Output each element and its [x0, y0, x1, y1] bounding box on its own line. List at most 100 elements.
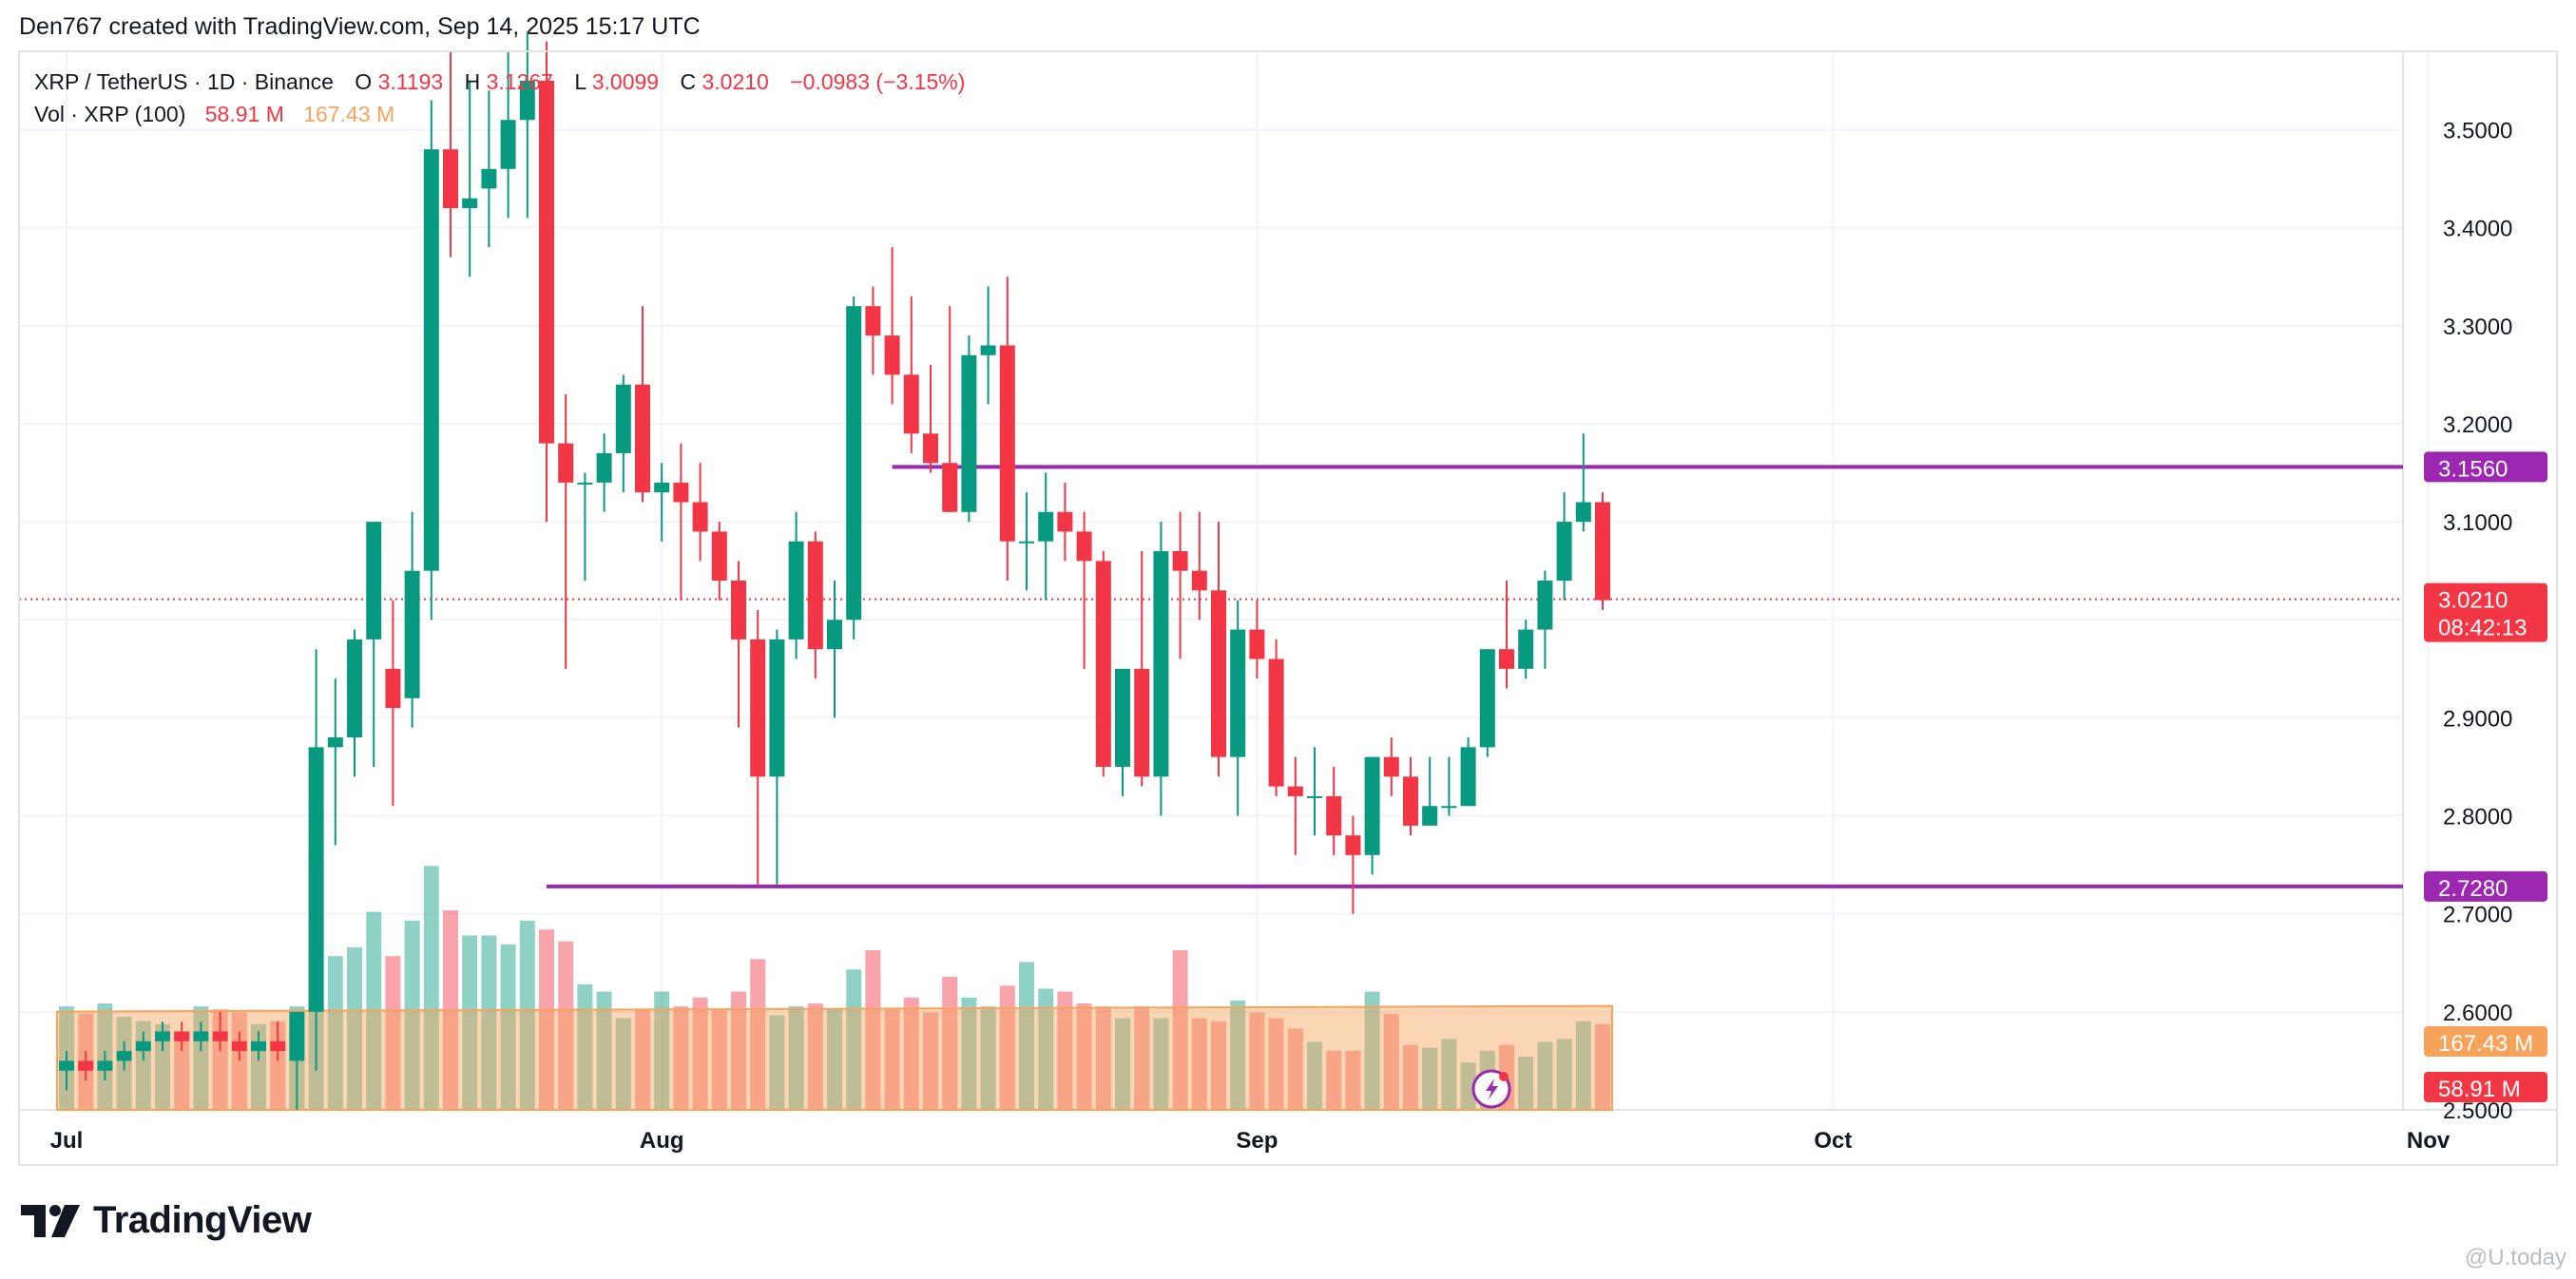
volume-ma-badge-text: 167.43 M	[2438, 1031, 2533, 1057]
lightning-icon[interactable]	[1471, 1069, 1511, 1109]
volume-bar	[961, 997, 977, 1110]
x-tick-label: Oct	[1814, 1128, 1852, 1154]
candle-body	[980, 345, 996, 355]
volume-bar	[404, 920, 420, 1110]
legend-high-value: 3.1267	[487, 69, 553, 94]
x-tick-label: Jul	[50, 1128, 84, 1154]
chart-frame	[18, 50, 2558, 1166]
volume-badge-text: 58.91 M	[2438, 1077, 2521, 1102]
candle-body	[1326, 795, 1342, 836]
candle	[366, 522, 382, 767]
volume-bar	[558, 941, 574, 1110]
legend-close-value: 3.0210	[702, 69, 768, 94]
candle	[980, 286, 996, 405]
level-badge-text: 2.7280	[2438, 876, 2508, 902]
volume-bar	[231, 1012, 247, 1110]
candle-body	[519, 80, 535, 121]
candle-body	[481, 168, 497, 189]
candle	[1441, 756, 1457, 816]
candle	[827, 581, 842, 718]
candle-body	[193, 1031, 209, 1041]
candle	[1172, 511, 1188, 659]
candle	[1115, 668, 1130, 796]
candle-body	[404, 570, 420, 698]
candle	[807, 531, 823, 679]
candle	[731, 561, 746, 728]
volume-bar	[1287, 1028, 1303, 1110]
tradingview-logo-icon	[21, 1204, 80, 1237]
candle-body	[999, 345, 1015, 542]
legend-low-value: 3.0099	[592, 69, 659, 94]
volume-bar	[1345, 1050, 1361, 1110]
candle	[865, 286, 881, 375]
candle-body	[78, 1060, 94, 1071]
candle-body	[231, 1040, 247, 1052]
candle-body	[1057, 511, 1073, 532]
candle-body	[1172, 551, 1188, 571]
legend-ohlc: XRP / TetherUS · 1D · Binance O 3.1193 H…	[34, 69, 965, 94]
volume-bar	[1249, 1012, 1265, 1110]
candle	[97, 1051, 113, 1081]
volume-bar	[865, 950, 881, 1110]
candle	[289, 1011, 305, 1110]
y-tick-label: 3.3000	[2443, 315, 2512, 340]
candle-body	[97, 1060, 113, 1071]
candle-body	[1537, 581, 1553, 630]
volume-badge-bg	[2424, 1072, 2547, 1102]
volume-bar	[1595, 1023, 1610, 1110]
volume-bar	[1115, 1018, 1130, 1110]
candle	[347, 629, 362, 777]
volume-bar	[1211, 1021, 1226, 1110]
candle	[404, 511, 420, 728]
candle-body	[1479, 649, 1495, 748]
tradingview-logo: TradingView	[21, 1199, 312, 1242]
candle	[327, 678, 343, 846]
candle-body	[1441, 806, 1457, 809]
candle-body	[366, 522, 382, 640]
legend-change: −0.0983 (−3.15%)	[790, 69, 965, 94]
candle	[78, 1051, 94, 1081]
candle-body	[1076, 531, 1092, 562]
volume-bar	[846, 969, 862, 1110]
candle	[1307, 747, 1322, 836]
level-badge: 3.1560	[2424, 451, 2547, 483]
y-tick-label: 3.5000	[2443, 119, 2512, 144]
candle	[1191, 511, 1207, 620]
last-price-badge-text: 3.0210	[2438, 588, 2508, 614]
candle-body	[1556, 522, 1572, 581]
candle	[251, 1031, 266, 1061]
candle-body	[539, 80, 554, 444]
candle-body	[1383, 756, 1399, 777]
candle	[615, 374, 631, 493]
volume-bar	[347, 946, 362, 1110]
candle-body	[923, 433, 938, 464]
candle	[385, 600, 401, 807]
candle	[1019, 492, 1034, 591]
y-tick-label: 3.1000	[2443, 510, 2512, 536]
volume-bar	[1575, 1021, 1591, 1110]
candle	[1134, 551, 1150, 787]
candle-body	[558, 443, 574, 483]
volume-bar	[884, 1009, 900, 1110]
legend-volume-value: 58.91 M	[205, 102, 284, 126]
candle-body	[788, 541, 804, 640]
candle-body	[251, 1040, 266, 1052]
candle	[1575, 433, 1591, 532]
volume-bar	[1556, 1039, 1572, 1110]
candle	[59, 1051, 74, 1091]
x-tick-label: Sep	[1236, 1128, 1278, 1154]
last-price-badge-bg	[2424, 582, 2547, 642]
volume-bar	[1441, 1039, 1457, 1110]
volume-bar	[1076, 1003, 1092, 1110]
candle-body	[654, 482, 670, 493]
candle-body	[1230, 629, 1246, 757]
legend-low-label: L	[574, 69, 586, 94]
volume-bar	[1326, 1050, 1342, 1110]
legend-volume: Vol · XRP (100) 58.91 M 167.43 M	[34, 102, 394, 126]
candle	[1479, 649, 1495, 757]
volume-bar	[1383, 1013, 1399, 1110]
candle	[884, 247, 900, 405]
candle-body	[327, 737, 343, 748]
